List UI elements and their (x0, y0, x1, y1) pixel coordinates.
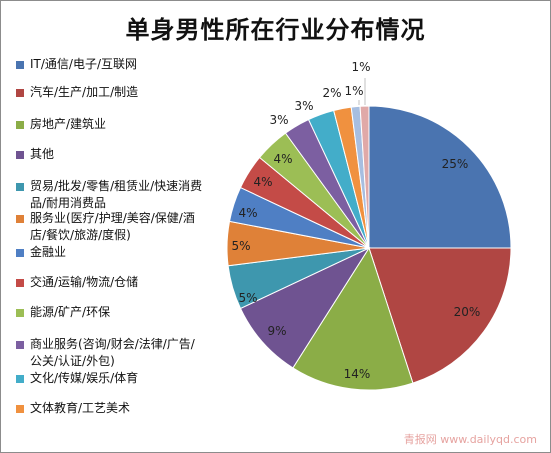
pie-slice (292, 246, 414, 391)
slice-label: 5% (238, 291, 257, 305)
legend-label: 贸易/批发/零售/租赁业/快速消费品/耐用消费品 (30, 179, 203, 210)
watermark: 青报网 www.dailyqd.com (403, 433, 537, 446)
legend-label: 房地产/建筑业 (30, 117, 107, 131)
slice-label: 9% (267, 324, 286, 338)
legend-swatch (16, 183, 24, 191)
legend-label: 汽车/生产/加工/制造 (30, 85, 139, 99)
slice-label: 14% (344, 367, 371, 381)
pie-slice (368, 247, 512, 384)
legend-swatch (16, 405, 24, 413)
legend-swatch (16, 309, 24, 317)
chart-title: 单身男性所在行业分布情况 (125, 16, 426, 44)
slice-label: 25% (442, 157, 469, 171)
legend-swatch (16, 61, 24, 69)
pie-slice (359, 105, 370, 249)
legend-label: 商业服务(咨询/财会/法律/广告/公关/认证/外包) (30, 337, 195, 368)
legend-swatch (16, 89, 24, 97)
legend-swatch (16, 249, 24, 257)
legend-label: 金融业 (30, 245, 67, 259)
slice-label: 1% (351, 60, 370, 74)
legend-swatch (16, 375, 24, 383)
pie-slice (239, 246, 371, 369)
legend-swatch (16, 279, 24, 287)
slice-label: 20% (454, 305, 481, 319)
slice-label: 4% (253, 175, 272, 189)
slice-label: 1% (344, 84, 363, 98)
slice-label: 4% (273, 152, 292, 166)
slice-label: 3% (294, 99, 313, 113)
pie-slice (368, 105, 512, 249)
slice-label: 5% (231, 239, 250, 253)
slice-label: 2% (322, 86, 341, 100)
legend-label: 服务业(医疗/护理/美容/保健/酒店/餐饮/旅游/度假) (30, 211, 195, 242)
legend-label: 文化/传媒/娱乐/体育 (30, 371, 139, 385)
slice-label: 3% (269, 113, 288, 127)
legend-label: 文体教育/工艺美术 (30, 401, 131, 415)
legend-swatch (16, 151, 24, 159)
legend-label: 能源/矿产/环保 (30, 305, 111, 319)
legend-label: 其他 (30, 147, 55, 161)
legend-swatch (16, 215, 24, 223)
legend-label: 交通/运输/物流/仓储 (30, 275, 139, 289)
legend-swatch (16, 341, 24, 349)
slice-label: 4% (238, 206, 257, 220)
legend-swatch (16, 121, 24, 129)
legend-label: IT/通信/电子/互联网 (30, 57, 137, 71)
